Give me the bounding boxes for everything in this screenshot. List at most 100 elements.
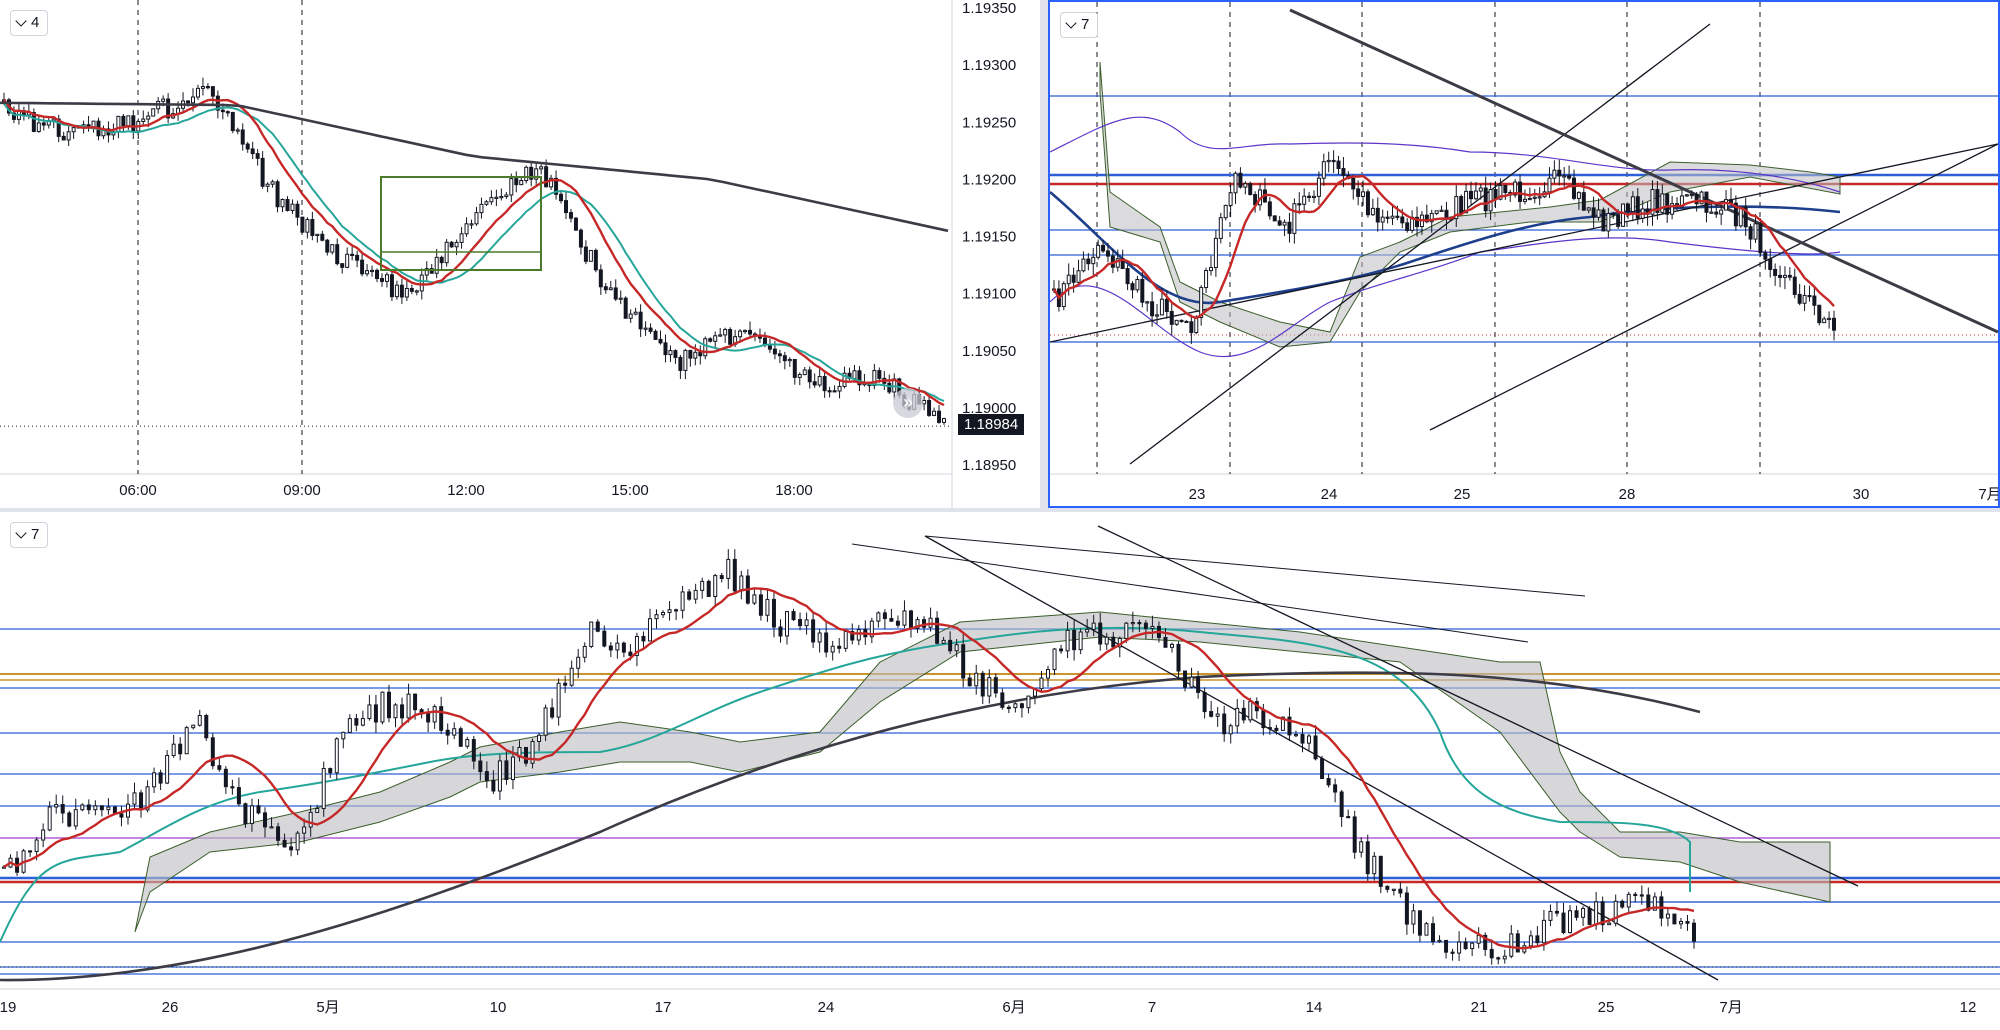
candle <box>99 805 104 811</box>
candle <box>11 112 16 120</box>
candle <box>305 219 310 233</box>
interval-dropdown[interactable]: 4 <box>10 10 49 36</box>
candle <box>927 399 932 416</box>
trend-line[interactable] <box>924 535 1719 981</box>
candle <box>1326 778 1331 786</box>
candle <box>1405 222 1410 231</box>
price-tick-label: 1.19250 <box>962 114 1016 131</box>
candle <box>215 95 220 111</box>
interval-dropdown[interactable]: 7 <box>10 522 49 548</box>
chart-pane-top-left[interactable]: 4 1.19350 1.19300 1.19250 1.19200 1.19150 1.1… <box>0 0 1040 508</box>
candle <box>1478 187 1483 192</box>
annotation-rectangle[interactable] <box>380 176 542 271</box>
candle <box>280 198 285 208</box>
candle <box>726 558 731 579</box>
candle <box>295 832 300 851</box>
candle <box>543 707 548 736</box>
candle <box>1537 196 1542 199</box>
candle <box>465 739 470 747</box>
candle <box>1101 244 1106 252</box>
candle <box>680 591 685 611</box>
trend-line[interactable] <box>1429 143 1998 431</box>
candle <box>91 120 96 128</box>
candle <box>1503 184 1508 194</box>
interval-dropdown[interactable]: 7 <box>1060 12 1099 38</box>
candle <box>1581 908 1586 918</box>
time-tick-label: 19 <box>0 999 16 1016</box>
candle <box>1372 855 1377 875</box>
chevron-down-icon <box>15 15 27 27</box>
candle <box>1670 203 1675 215</box>
trend-line[interactable] <box>851 543 1529 643</box>
candle <box>1163 636 1168 648</box>
trend-line[interactable] <box>1097 525 1859 887</box>
candle <box>166 98 171 119</box>
candle <box>146 115 151 120</box>
candle <box>195 87 200 98</box>
candle <box>1576 192 1581 199</box>
candle <box>1391 888 1396 891</box>
candle <box>771 598 776 628</box>
candle <box>719 575 724 579</box>
candle <box>1248 701 1253 721</box>
kijun-line <box>0 626 1691 943</box>
candle <box>569 667 574 686</box>
candle <box>1184 320 1189 324</box>
candle <box>406 693 411 719</box>
candle <box>1351 177 1356 190</box>
candle <box>414 290 419 293</box>
candle <box>1287 716 1292 736</box>
candle <box>1773 268 1778 276</box>
candle <box>1434 210 1439 214</box>
candle <box>341 731 346 740</box>
double-chevron-right-icon[interactable]: » <box>893 388 923 418</box>
candle <box>263 812 268 828</box>
candle <box>827 390 832 393</box>
candle <box>791 611 796 621</box>
candle <box>623 297 628 319</box>
candle <box>474 212 479 225</box>
candle <box>603 286 608 291</box>
price-chart[interactable]: 1.19350 1.19300 1.19250 1.19200 1.19150 1.191… <box>0 0 1040 508</box>
candle <box>1046 669 1051 679</box>
time-tick-label: 12:00 <box>447 482 485 499</box>
candle <box>961 644 966 679</box>
candle <box>1213 237 1218 269</box>
price-chart[interactable]: 23 24 25 28 30 7月 <box>1050 2 2000 508</box>
price-chart[interactable]: 19 26 5月 10 17 24 6月 7 14 21 25 7月 12 <box>0 512 2000 1030</box>
trend-line[interactable] <box>924 535 1586 597</box>
candle <box>409 287 414 292</box>
candle <box>634 635 639 656</box>
candle <box>404 287 409 298</box>
candle <box>778 626 783 637</box>
candle <box>1194 317 1199 334</box>
time-tick-label: 6月 <box>1002 999 1025 1016</box>
candle <box>1072 629 1077 651</box>
candle <box>320 233 325 241</box>
candle <box>1150 301 1155 317</box>
candle <box>1724 199 1729 211</box>
chart-pane-bottom[interactable]: 7 19 26 5月 10 17 24 6月 7 14 21 25 7月 12 <box>0 512 2000 1030</box>
candle <box>1596 209 1601 218</box>
candle <box>1616 214 1621 227</box>
candle <box>458 728 463 747</box>
chart-pane-top-right[interactable]: 7 23 24 25 28 30 7月 <box>1048 0 2000 508</box>
candle <box>1522 198 1527 202</box>
trend-line[interactable] <box>1050 143 1998 343</box>
candle <box>688 349 693 359</box>
candle <box>432 706 437 723</box>
candle <box>328 768 333 774</box>
candle <box>1554 910 1559 914</box>
candle <box>595 621 600 632</box>
candle <box>1513 181 1518 196</box>
pane-separator-horizontal[interactable] <box>0 508 2000 512</box>
candle <box>1307 195 1312 198</box>
candle <box>354 718 359 726</box>
candle <box>1437 939 1442 943</box>
candle <box>439 706 444 731</box>
candle <box>370 269 375 273</box>
candle <box>1502 955 1507 960</box>
pane-separator-vertical[interactable] <box>1040 0 1048 508</box>
trend-line[interactable] <box>1129 23 1711 465</box>
candle <box>739 575 744 592</box>
